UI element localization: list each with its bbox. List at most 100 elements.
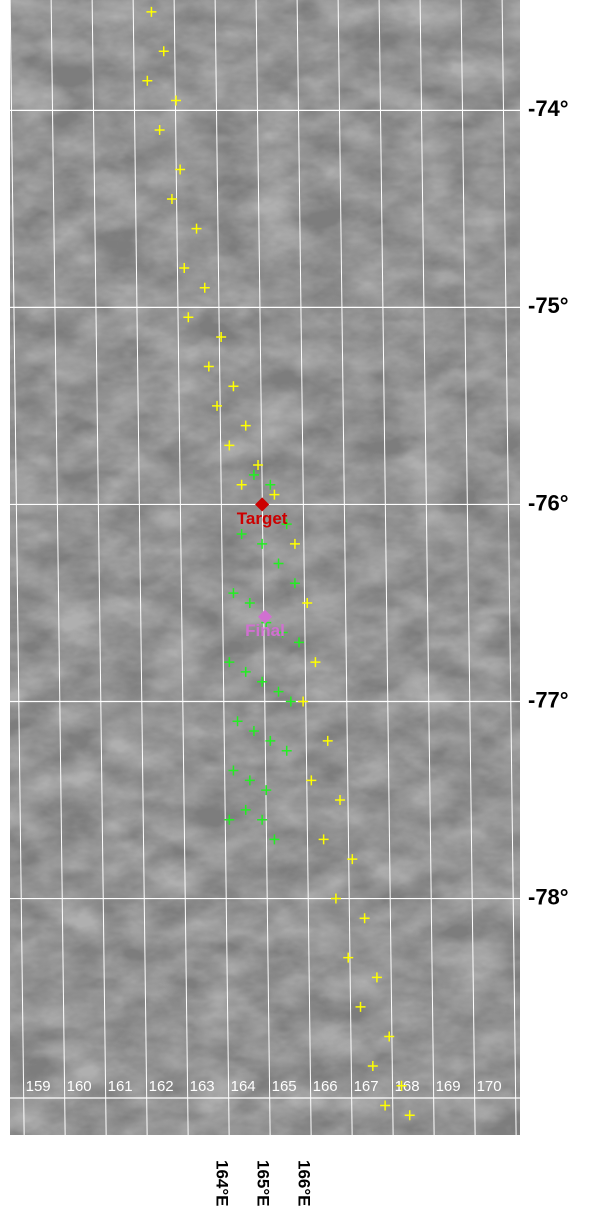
scatter-point	[384, 1031, 395, 1042]
longitude-label: 166°E	[295, 1160, 314, 1207]
scatter-point	[330, 893, 341, 904]
marker	[257, 609, 273, 624]
meridian-line	[255, 0, 271, 1135]
scatter-point	[380, 1100, 391, 1111]
latitude-label: -75°	[528, 293, 569, 318]
scatter-point	[285, 696, 296, 707]
meridian-label: 58	[0, 1078, 5, 1095]
scatter-point	[269, 834, 280, 845]
scatter-point	[396, 1080, 407, 1091]
scatter-point	[158, 46, 169, 57]
scatter-point	[232, 716, 243, 727]
marker-label: Final	[245, 621, 285, 640]
scatter-point	[277, 627, 288, 638]
meridian-line	[10, 0, 25, 1135]
scatter-point	[216, 331, 227, 342]
scatter-point	[367, 1061, 378, 1072]
scatter-point	[269, 489, 280, 500]
scatter-point	[318, 834, 329, 845]
meridian-label: 160	[67, 1078, 92, 1095]
scatter-point	[228, 588, 239, 599]
scatter-point	[355, 1001, 366, 1012]
scatter-point	[359, 913, 370, 924]
meridian-line	[50, 0, 66, 1135]
scatter-point	[236, 529, 247, 540]
scatter-point	[310, 657, 321, 668]
scatter-point	[179, 262, 190, 273]
scatter-point	[166, 194, 177, 205]
meridian-label: 170	[477, 1078, 502, 1095]
scatter-point	[306, 775, 317, 786]
scatter-point	[171, 95, 182, 106]
marker	[255, 497, 270, 512]
latitude-label: -74°	[528, 96, 569, 121]
scatter-point	[322, 735, 333, 746]
scatter-point	[335, 795, 346, 806]
labels-layer: -74° -75° -76° -77° -78° 164°E 165°E 166°E	[213, 96, 569, 1206]
scatter-point	[404, 1110, 415, 1121]
scatter-point	[191, 223, 202, 234]
scatter-point	[244, 597, 255, 608]
scatter-point	[302, 597, 313, 608]
scatter-point	[228, 765, 239, 776]
marker-label: Target	[237, 509, 288, 528]
meridian-label: 166	[313, 1078, 338, 1095]
meridian-line	[91, 0, 107, 1135]
scatter-point	[183, 312, 194, 323]
scatter-point	[257, 538, 268, 549]
scatter-point	[371, 972, 382, 983]
scatter-point	[289, 578, 300, 589]
scatter-point	[248, 726, 259, 737]
meridian-line	[173, 0, 189, 1135]
terrain-texture	[10, 0, 520, 1135]
meridian-line	[337, 0, 353, 1135]
meridian-line	[296, 0, 312, 1135]
map-layer: 5815916016116216316416516616716816917017…	[0, 0, 539, 1135]
longitude-label: 165°E	[254, 1160, 273, 1207]
scatter-point	[240, 666, 251, 677]
meridian-line	[378, 0, 394, 1135]
meridian-label: 17	[522, 1078, 539, 1095]
scatter-point	[257, 814, 268, 825]
scatter-point	[175, 164, 186, 175]
scatter-point	[199, 282, 210, 293]
scatter-point	[203, 361, 214, 372]
longitude-label: 164°E	[213, 1160, 232, 1207]
meridian-label: 161	[108, 1078, 133, 1095]
scatter-point	[224, 814, 235, 825]
scatter-point	[228, 381, 239, 392]
meridian-label: 165	[272, 1078, 297, 1095]
scatter-point	[154, 125, 165, 136]
scatter-point	[265, 479, 276, 490]
scatter-point	[298, 696, 309, 707]
scatter-point	[281, 519, 292, 530]
meridian-label: 162	[149, 1078, 174, 1095]
scatter-point	[289, 538, 300, 549]
scatter-point	[240, 420, 251, 431]
meridian-line	[501, 0, 517, 1135]
meridian-line	[460, 0, 476, 1135]
scatter-point	[244, 775, 255, 786]
meridian-label: 164	[231, 1078, 256, 1095]
meridian-label: 167	[354, 1078, 379, 1095]
latitude-label: -76°	[528, 490, 569, 515]
meridian-label: 163	[190, 1078, 215, 1095]
scatter-point	[294, 637, 305, 648]
meridian-line	[419, 0, 435, 1135]
scatter-point	[146, 6, 157, 17]
scatter-point	[236, 479, 247, 490]
scatter-point	[240, 804, 251, 815]
latitude-label: -77°	[528, 687, 569, 712]
scatter-point	[212, 400, 223, 411]
scatter-point	[248, 469, 259, 480]
scatter-point	[343, 952, 354, 963]
scatter-point	[281, 745, 292, 756]
latitude-label: -78°	[528, 884, 569, 909]
scatter-point	[142, 75, 153, 86]
meridian-label: 169	[436, 1078, 461, 1095]
scatter-point	[224, 440, 235, 451]
scatter-point	[224, 657, 235, 668]
scatter-point	[261, 785, 272, 796]
scatter-point	[347, 854, 358, 865]
